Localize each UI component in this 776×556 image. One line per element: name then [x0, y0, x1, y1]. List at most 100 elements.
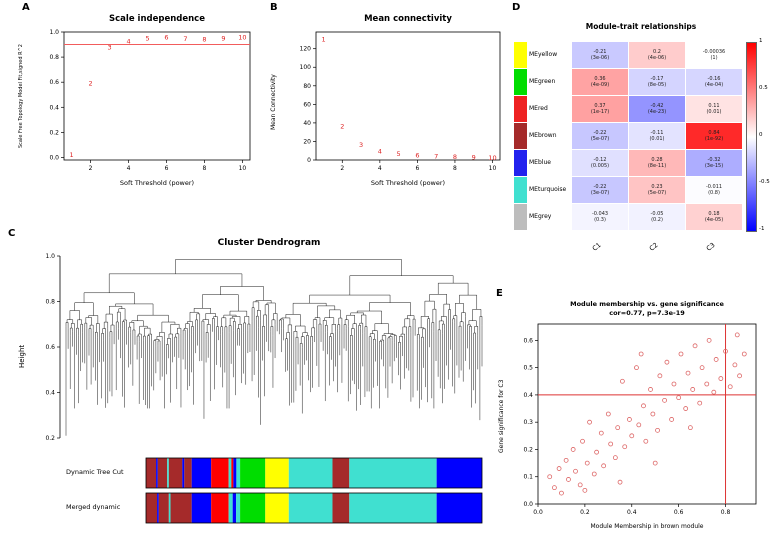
heatmap-cell: -0.21 (3e-06) — [572, 42, 628, 68]
scatter-point — [619, 378, 625, 384]
svg-text:4: 4 — [378, 148, 382, 156]
heatmap-cell: -0.22 (5e-07) — [572, 123, 628, 149]
scatter-point — [587, 419, 592, 425]
svg-text:60: 60 — [303, 101, 311, 108]
module-row-label: MEturquoise — [529, 186, 567, 193]
svg-text:0.2: 0.2 — [49, 129, 59, 136]
svg-text:80: 80 — [303, 83, 311, 90]
heatmap-cell: -0.22 (3e-07) — [572, 177, 628, 203]
module-color-swatch — [514, 177, 527, 203]
scatter-point — [650, 411, 656, 417]
scatter-point — [634, 365, 639, 371]
heatmap-cell: -0.05 (0.2) — [629, 204, 685, 230]
svg-text:3: 3 — [107, 44, 111, 52]
panel-e-title: Module membership vs. gene significance — [570, 300, 724, 308]
svg-text:10: 10 — [489, 165, 497, 172]
svg-text:100: 100 — [300, 64, 312, 71]
panel-scale-independence: 2 4 6 8 10 0.0 0.2 0.4 0.6 0.8 1.0 1 2 3 4 5 6 7 8 9 10 A Sc… — [16, 2, 258, 224]
colorbar-tick-label: 0.5 — [759, 85, 768, 91]
panel-mean-connectivity: 2 4 6 8 10 0 20 40 60 80 100 120 1 2 3 4 5 6 7 8 9 10 B Mean … — [264, 2, 506, 224]
heatmap-cell: 0.23 (5e-07) — [629, 177, 685, 203]
scatter-point — [732, 362, 738, 368]
svg-text:8: 8 — [453, 165, 457, 172]
scatter-point — [741, 351, 747, 357]
scatter-point — [622, 444, 628, 450]
panel-e-subtitle: cor=0.77, p=7.3e-19 — [609, 309, 685, 317]
svg-text:7: 7 — [183, 35, 187, 43]
colorbar-tick-label: -0.5 — [759, 179, 770, 185]
svg-text:40: 40 — [303, 120, 311, 127]
svg-text:4: 4 — [127, 165, 131, 172]
svg-text:0.1: 0.1 — [523, 474, 533, 481]
module-color-swatch — [514, 96, 527, 122]
scatter-point — [692, 343, 698, 349]
svg-text:6: 6 — [164, 34, 168, 42]
svg-text:1.0: 1.0 — [49, 29, 59, 36]
heatmap-cell: 0.36 (4e-09) — [572, 69, 628, 95]
scatter-point — [704, 381, 710, 387]
heatmap-cell: 0.84 (1e-92) — [686, 123, 742, 149]
svg-text:0.4: 0.4 — [45, 390, 55, 397]
scatter-point — [556, 466, 562, 471]
svg-text:2: 2 — [89, 79, 93, 87]
scatter-point — [723, 348, 728, 354]
scatter-point — [699, 365, 705, 371]
panel-e-xlabel: Module Membership in brown module — [590, 523, 704, 530]
scatter-point — [608, 441, 614, 447]
heatmap-cell: 0.18 (4e-05) — [686, 204, 742, 230]
scatter-point — [559, 490, 564, 496]
plot-box — [315, 31, 501, 161]
svg-text:20: 20 — [303, 138, 311, 145]
svg-text:10: 10 — [488, 154, 496, 162]
scatter-point — [547, 474, 553, 480]
dendrogram-tree — [65, 259, 483, 436]
heatmap-cell: 0.37 (1e-17) — [572, 96, 628, 122]
panel-a-title: Scale independence — [109, 14, 205, 24]
module-trait-heatmap: MEyellow -0.21 (3e-06) 0.2 (4e-06) -0.00036 (1… — [506, 2, 776, 278]
scatter-point — [648, 387, 653, 392]
svg-text:0.2: 0.2 — [580, 509, 590, 516]
module-color-band — [145, 492, 483, 524]
scatter-point — [713, 357, 719, 362]
colorbar-tick-label: 0 — [759, 132, 763, 138]
scatter-point — [687, 425, 693, 431]
svg-text:2: 2 — [89, 165, 93, 172]
scatter-point — [657, 373, 663, 379]
svg-text:0.4: 0.4 — [627, 509, 637, 516]
plot-box — [537, 323, 757, 505]
heatmap-cell: -0.42 (4e-23) — [629, 96, 685, 122]
svg-text:0.0: 0.0 — [49, 154, 59, 161]
panel-label-c: C — [8, 228, 16, 239]
panel-label-d: D — [512, 2, 521, 13]
panel-b-ylabel: Mean Connectivity — [270, 74, 277, 130]
scatter-point — [737, 373, 742, 379]
svg-text:9: 9 — [472, 154, 476, 162]
trait-column-label: C1 — [590, 240, 603, 253]
svg-text:4: 4 — [378, 165, 382, 172]
scatter-point — [584, 460, 590, 466]
band-label-dynamic-tree-cut: Dynamic Tree Cut — [66, 468, 124, 476]
svg-text:0.8: 0.8 — [45, 299, 55, 306]
scatter-point — [566, 477, 571, 482]
svg-text:9: 9 — [221, 34, 225, 42]
svg-text:7: 7 — [434, 152, 438, 160]
panel-label-a: A — [22, 2, 30, 13]
scatter-point — [629, 433, 635, 439]
scatter-point — [601, 463, 607, 469]
module-color-swatch — [514, 42, 527, 68]
scatter-point — [706, 337, 712, 343]
svg-text:1: 1 — [70, 151, 74, 159]
svg-text:0.6: 0.6 — [45, 344, 55, 351]
panel-e-plot: 0.0 0.2 0.4 0.6 0.8 0.0 0.1 0.2 0.3 0.4 0.5 0.6 — [523, 323, 757, 516]
scatter-point — [652, 460, 658, 466]
svg-text:6: 6 — [415, 151, 419, 159]
heatmap-cell: -0.17 (8e-05) — [629, 69, 685, 95]
scatter-point — [669, 417, 675, 422]
scatter-point — [655, 427, 660, 433]
panel-cluster-dendrogram: 0.2 0.4 0.6 0.8 1.0 C Cluster Dendrogram Hei… — [4, 226, 504, 556]
scatter-point — [643, 438, 649, 444]
panel-b-title: Mean connectivity — [364, 14, 452, 24]
scatter-point — [636, 422, 642, 428]
panel-a-xlabel: Soft Threshold (power) — [119, 179, 195, 187]
